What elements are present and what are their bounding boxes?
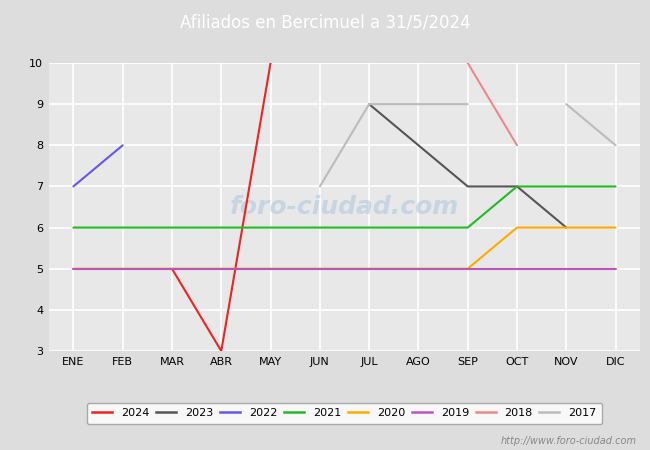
Text: Afiliados en Bercimuel a 31/5/2024: Afiliados en Bercimuel a 31/5/2024 bbox=[179, 14, 471, 32]
Text: http://www.foro-ciudad.com: http://www.foro-ciudad.com bbox=[501, 436, 637, 446]
Text: foro-ciudad.com: foro-ciudad.com bbox=[230, 195, 459, 219]
Legend: 2024, 2023, 2022, 2021, 2020, 2019, 2018, 2017: 2024, 2023, 2022, 2021, 2020, 2019, 2018… bbox=[87, 403, 602, 424]
